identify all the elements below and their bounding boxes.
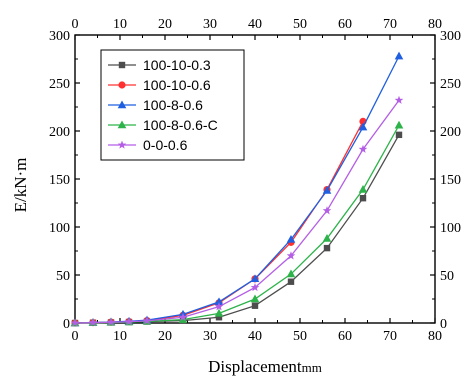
x-tick-label-top: 20 <box>158 17 172 32</box>
y-tick-label-right: 50 <box>440 269 454 284</box>
y-tick-label-right: 200 <box>440 125 461 140</box>
y-tick-label: 150 <box>49 173 70 188</box>
data-point <box>124 317 134 326</box>
data-point <box>142 316 152 325</box>
x-tick-label: 80 <box>428 329 442 344</box>
data-point <box>251 302 259 309</box>
data-point <box>394 120 404 129</box>
y-tick-label-right: 300 <box>440 29 461 44</box>
data-point <box>286 269 296 278</box>
x-tick-label-top: 40 <box>248 17 262 32</box>
series-line <box>74 99 400 324</box>
data-point <box>358 122 368 131</box>
x-tick-label: 40 <box>248 329 262 344</box>
x-tick-label-top: 70 <box>383 17 397 32</box>
x-tick-label-top: 30 <box>203 17 217 32</box>
data-point <box>358 144 368 153</box>
data-point <box>287 278 295 285</box>
y-tick-label: 200 <box>49 125 70 140</box>
data-point <box>394 51 404 60</box>
x-tick-label: 30 <box>203 329 217 344</box>
x-tick-label-top: 0 <box>72 17 79 32</box>
x-tick-label-top: 10 <box>113 17 127 32</box>
x-tick-label: 0 <box>72 329 79 344</box>
data-point <box>88 318 98 327</box>
legend-marker <box>117 120 127 129</box>
legend-marker <box>117 100 127 109</box>
data-point <box>70 318 80 327</box>
legend-marker <box>118 61 126 69</box>
data-point <box>106 317 116 326</box>
legend-marker <box>118 81 126 89</box>
data-point <box>286 251 296 260</box>
x-tick-label: 50 <box>293 329 307 344</box>
y-tick-label-right: 250 <box>440 77 461 92</box>
y-tick-label: 0 <box>63 317 70 332</box>
data-point <box>286 234 296 243</box>
y-tick-label-right: 0 <box>440 317 447 332</box>
y-tick-label: 300 <box>49 29 70 44</box>
y-tick-label: 100 <box>49 221 70 236</box>
series-layer <box>70 51 404 327</box>
x-tick-label-top: 50 <box>293 17 307 32</box>
legend-item: 100-10-0.3 <box>108 57 211 73</box>
data-point <box>214 302 224 311</box>
data-point <box>395 131 403 139</box>
data-point <box>322 206 332 215</box>
legend-label: 100-10-0.3 <box>143 57 211 73</box>
legend-item: 100-8-0.6-C <box>108 117 218 133</box>
data-point <box>215 314 223 321</box>
y-tick-label: 50 <box>56 269 70 284</box>
y-tick-label-right: 150 <box>440 173 461 188</box>
data-point <box>178 312 188 321</box>
data-point <box>250 282 260 292</box>
legend-marker <box>117 140 127 149</box>
x-tick-label: 10 <box>113 329 127 344</box>
data-point <box>359 195 367 202</box>
data-point <box>322 234 332 242</box>
series-line <box>74 134 400 324</box>
data-point <box>250 294 260 303</box>
legend-label: 100-8-0.6-C <box>143 117 218 133</box>
x-axis-label: Displacement <box>208 357 302 376</box>
legend: 100-10-0.3 100-10-0.6 100-8-0.6 100-8-0.6-C… <box>100 49 245 161</box>
series-0-0-0.6 <box>70 95 404 327</box>
x-tick-label: 60 <box>338 329 352 344</box>
data-point <box>214 308 224 317</box>
data-point <box>358 185 368 193</box>
y-axis-title: E/kN·m <box>11 158 30 213</box>
legend-label: 100-8-0.6 <box>143 97 203 113</box>
x-axis-unit: mm <box>302 360 322 375</box>
data-point <box>323 244 331 252</box>
data-point <box>214 297 224 306</box>
legend-label: 0-0-0.6 <box>143 137 188 153</box>
legend-item: 100-8-0.6 <box>108 97 203 113</box>
data-point <box>394 95 404 104</box>
x-tick-label: 20 <box>158 329 172 344</box>
x-tick-label-top: 60 <box>338 17 352 32</box>
data-point <box>322 186 332 194</box>
y-tick-label: 250 <box>49 77 70 92</box>
legend-label: 100-10-0.6 <box>143 77 211 93</box>
legend-item: 100-10-0.6 <box>108 77 211 93</box>
x-axis-title: Displacementmm <box>208 357 322 376</box>
x-tick-label-top: 80 <box>428 17 442 32</box>
y-tick-label-right: 100 <box>440 221 461 236</box>
legend-item: 0-0-0.6 <box>108 137 188 153</box>
data-point <box>250 274 260 283</box>
x-tick-label: 70 <box>383 329 397 344</box>
